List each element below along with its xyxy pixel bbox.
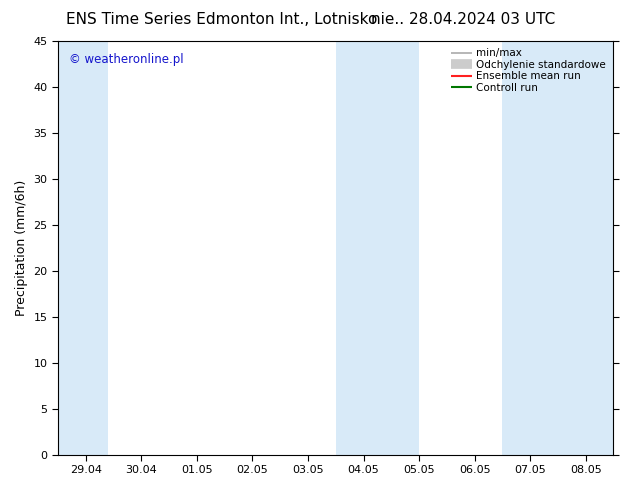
Text: nie.. 28.04.2024 03 UTC: nie.. 28.04.2024 03 UTC [371, 12, 555, 27]
Y-axis label: Precipitation (mm/6h): Precipitation (mm/6h) [15, 180, 28, 316]
Text: © weatheronline.pl: © weatheronline.pl [69, 53, 184, 67]
Text: ENS Time Series Edmonton Int., Lotnisko: ENS Time Series Edmonton Int., Lotnisko [66, 12, 378, 27]
Legend: min/max, Odchylenie standardowe, Ensemble mean run, Controll run: min/max, Odchylenie standardowe, Ensembl… [450, 46, 608, 95]
Bar [502, 41, 614, 455]
Bar [58, 41, 108, 455]
Bar [336, 41, 419, 455]
